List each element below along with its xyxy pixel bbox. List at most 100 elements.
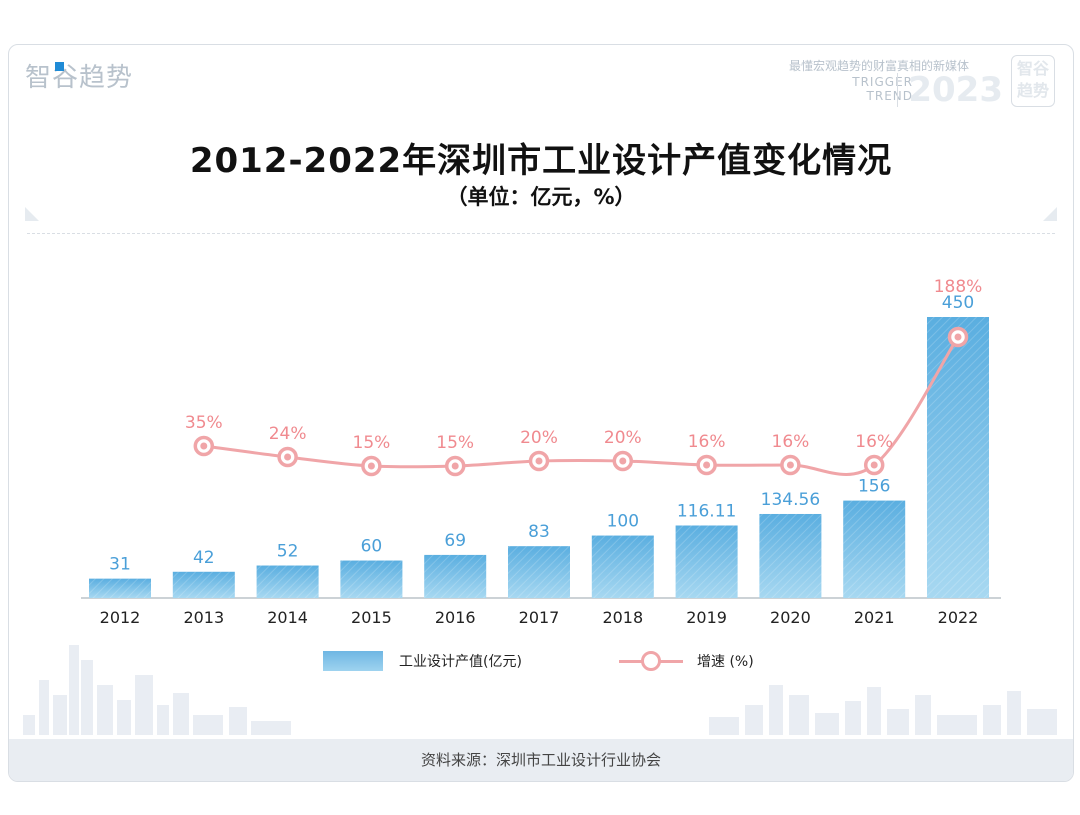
bar-texture-2016	[424, 554, 487, 598]
bar-value-label-2014: 52	[277, 542, 299, 562]
bar-value-label-2022: 450	[942, 293, 974, 313]
legend-line-swatch	[619, 651, 683, 671]
brand-seal-line1: 智谷	[1016, 59, 1049, 78]
corner-decoration-left	[25, 207, 39, 221]
skyline-building	[769, 685, 783, 735]
bar-texture-2019	[675, 525, 738, 598]
skyline-building	[117, 700, 131, 735]
x-tick-label-2012: 2012	[100, 608, 141, 627]
legend-item-line: 增速 (%)	[619, 651, 754, 671]
skyline-building	[39, 680, 49, 735]
corner-decoration-right	[1043, 207, 1057, 221]
skyline-building	[251, 721, 291, 735]
growth-label-2015: 15%	[353, 433, 391, 453]
brand-seal: 智谷 趋势	[1011, 55, 1055, 107]
x-tick-label-2016: 2016	[435, 608, 476, 627]
growth-label-2020: 16%	[772, 432, 810, 452]
brand-english-line2: TREND	[866, 89, 913, 103]
growth-label-2021: 16%	[855, 432, 893, 452]
skyline-building	[1027, 709, 1057, 735]
brand-english-line1: TRIGGER	[852, 75, 913, 89]
skyline-building	[845, 701, 861, 735]
growth-point-core-2019	[703, 461, 711, 469]
growth-point-core-2015	[367, 462, 375, 470]
skyline-building	[937, 715, 977, 735]
growth-label-2018: 20%	[604, 428, 642, 448]
growth-label-2013: 35%	[185, 413, 223, 433]
skyline-building	[815, 713, 839, 735]
bar-texture-2012	[89, 578, 151, 598]
bar-value-label-2017: 83	[528, 522, 550, 542]
source-footer: 资料来源：深圳市工业设计行业协会	[9, 739, 1073, 781]
x-tick-label-2019: 2019	[686, 608, 727, 627]
skyline-building	[745, 705, 763, 735]
growth-point-core-2017	[535, 457, 543, 465]
x-tick-label-2013: 2013	[183, 608, 224, 627]
skyline-building	[193, 715, 223, 735]
bar-value-label-2019: 116.11	[677, 501, 736, 521]
chart-subtitle: （单位：亿元，%）	[446, 185, 636, 209]
skyline-building	[983, 705, 1001, 735]
skyline-building	[887, 709, 909, 735]
skyline-building	[69, 645, 79, 735]
bar-value-label-2021: 156	[858, 477, 890, 497]
skyline-building	[1007, 691, 1021, 735]
bar-texture-2014	[256, 565, 319, 598]
x-tick-label-2018: 2018	[602, 608, 643, 627]
growth-label-2017: 20%	[520, 428, 558, 448]
brand-logo: 智谷趋势	[25, 57, 133, 94]
bar-texture-2022	[927, 317, 989, 598]
brand-name: 智谷趋势	[25, 63, 134, 93]
growth-point-core-2020	[786, 461, 794, 469]
bar-value-label-2020: 134.56	[761, 490, 820, 510]
growth-point-core-2014	[284, 453, 292, 461]
growth-point-core-2022	[954, 333, 962, 341]
skyline-building	[867, 687, 881, 735]
brand-mark-icon	[55, 62, 64, 71]
chart-card: 智谷趋势 最懂宏观趋势的财富真相的新媒体 TRIGGER TREND 2023 …	[8, 44, 1074, 782]
skyline-building	[789, 695, 809, 735]
x-tick-label-2014: 2014	[267, 608, 308, 627]
growth-point-core-2013	[200, 442, 208, 450]
brand-year: 2023	[897, 73, 1003, 107]
brand-english: TRIGGER TREND	[852, 75, 913, 103]
growth-line	[203, 336, 960, 476]
x-tick-label-2020: 2020	[770, 608, 811, 627]
skyline-building	[229, 707, 247, 735]
bar-texture-2018	[591, 535, 654, 598]
x-tick-label-2021: 2021	[854, 608, 895, 627]
skyline-building	[709, 717, 739, 735]
growth-point-core-2018	[619, 457, 627, 465]
skyline-building	[135, 675, 153, 735]
bar-value-label-2016: 69	[444, 531, 466, 551]
bar-value-label-2018: 100	[607, 512, 639, 532]
legend-item-bar: 工业设计产值(亿元)	[323, 651, 522, 671]
header-divider	[27, 233, 1055, 234]
x-tick-label-2017: 2017	[519, 608, 560, 627]
chart-title: 2012-2022年深圳市工业设计产值变化情况	[189, 141, 893, 181]
legend-bar-swatch	[323, 651, 383, 671]
bar-texture-2017	[508, 546, 570, 598]
bar-texture-2020	[759, 513, 822, 598]
legend-line-label: 增速 (%)	[697, 654, 754, 670]
skyline-building	[81, 660, 93, 735]
skyline-building	[53, 695, 67, 735]
combo-chart: 31 42 52 60 69 83 100 116.11 134.56 156 450 2012 201…	[23, 277, 1057, 735]
growth-label-2014: 24%	[269, 424, 307, 444]
x-tick-label-2015: 2015	[351, 608, 392, 627]
bar-value-label-2012: 31	[109, 555, 131, 575]
bar-value-label-2015: 60	[361, 537, 383, 557]
bar-texture-2013	[172, 571, 235, 598]
x-tick-label-2022: 2022	[938, 608, 979, 627]
skyline-building	[157, 705, 169, 735]
bar-texture-2021	[843, 500, 906, 598]
skyline-building	[915, 695, 931, 735]
brand-slogan: 最懂宏观趋势的财富真相的新媒体	[788, 59, 969, 73]
skyline-building	[97, 685, 113, 735]
bar-texture-2015	[340, 560, 403, 598]
brand-seal-line2: 趋势	[1016, 81, 1049, 100]
growth-label-2016: 15%	[436, 433, 474, 453]
growth-point-core-2016	[451, 462, 459, 470]
skyline-building	[23, 715, 35, 735]
bar-value-label-2013: 42	[193, 548, 215, 568]
